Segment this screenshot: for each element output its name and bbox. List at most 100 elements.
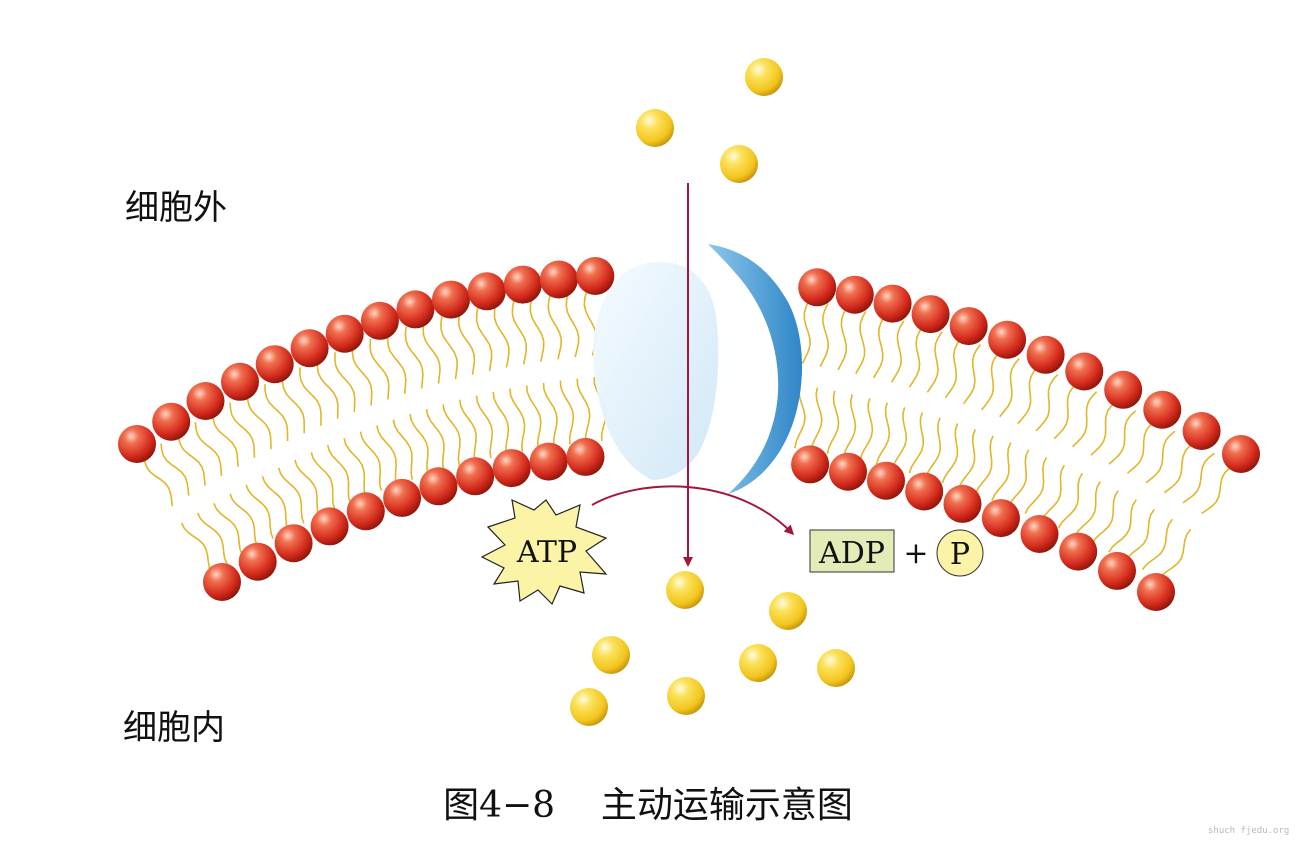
lipid-tail [1057,472,1084,529]
lipid-tail [229,402,256,458]
lipid-tail [1090,400,1117,456]
lipid-tail [475,395,494,459]
lipid-tail [1035,373,1059,432]
phospholipid-head [988,320,1027,359]
phospholipid-head [1137,573,1175,611]
transported-molecule [636,109,674,147]
lipid-tail [1108,499,1137,553]
lipid-tail [1108,410,1137,465]
phospholipid-head [203,563,241,601]
transported-molecule [570,688,608,726]
lipid-tail [143,454,174,507]
phospholipid-head [529,442,568,481]
lipid-tail [1007,449,1030,508]
phospholipid-head [467,272,506,311]
lipid-tail [409,414,429,475]
phospholipid-head [456,457,495,496]
phospholipid-head [539,260,578,299]
lipid-tail [261,476,290,532]
phospholipid-head [798,268,837,307]
lipid-tail [422,321,441,384]
phospholipid-head [829,452,867,491]
figure-number: 图4−8 [443,785,556,826]
lipid-tail [1091,490,1119,545]
phospholipid-head [1065,352,1104,391]
lipid-tail [837,306,848,371]
lipid-tail [211,412,239,467]
phospholipid-head [566,437,605,476]
lipid-tail [425,408,445,471]
phospholipid-head [1026,335,1065,374]
lipid-tail [872,315,886,379]
phospholipid-head [238,542,277,581]
lipid-tail [160,443,190,496]
lipid-tail [826,390,840,454]
lipid-tail [565,292,580,358]
lipid-tail [326,444,351,503]
adp-label: ADP [818,536,885,571]
lipid-tail [376,425,398,486]
lipid-tail [991,442,1012,501]
phospholipid-head [1104,370,1143,409]
lipid-tail [855,311,867,375]
phospholipid-head [503,265,542,304]
phospholipid-head [274,524,313,563]
phospholipid-head [949,307,988,346]
lipid-tail [475,307,493,372]
lipid-tail [859,398,874,461]
phospholipid-head [383,478,422,517]
phospholipid-head [360,301,399,340]
phospholipid-head [346,492,385,531]
lipid-tail [197,512,228,565]
phospholipid-head [873,284,912,323]
lipid-tail [925,417,942,479]
carrier-protein [593,244,803,494]
lipid-tail [509,388,526,452]
phospholipid-head [835,275,874,314]
lipid-tail [547,294,563,360]
lipid-tail [229,493,259,548]
phospholipid-head [1059,532,1098,571]
phospholipid-head [419,467,458,506]
phospholipid-heads [118,257,1260,611]
lipid-tail [819,303,829,367]
lipid-tail [316,359,339,419]
lipid-tail [1201,464,1235,515]
lipid-tail [529,297,545,362]
lipid-tail [542,382,558,447]
phospholipid-head [492,449,531,488]
lipid-tail [926,331,943,393]
lipid-tail [281,375,305,434]
transported-molecules [570,58,855,726]
lipid-tail [1053,382,1078,440]
phospholipid-head [1222,435,1260,473]
phospholipid-head [1182,412,1221,450]
adp-box [809,529,895,573]
lipid-tail [246,393,272,450]
lipid-tail [386,332,407,394]
phospholipid-head [325,314,364,353]
lipid-tail [1072,391,1098,448]
lipid-tail [359,431,383,491]
lipid-tail [392,419,414,480]
transported-molecule [769,592,807,630]
figure-title: 主动运输示意图 [600,785,853,826]
transported-molecule [666,571,704,609]
lipid-tail [334,352,356,412]
phospholipid-head [911,295,950,334]
lipid-tail [944,337,962,399]
lipid-tail [908,412,925,474]
lipid-tail [875,402,891,465]
lipid-tail [1164,441,1196,494]
transported-molecule [592,636,630,674]
transported-molecule [745,58,783,96]
phospholipid-head [576,257,615,295]
phospholipid-head [432,280,470,319]
phospholipid-head [118,425,156,463]
lipid-tail [958,429,977,489]
lipid-tail [245,484,274,539]
lipid-tail [180,522,213,574]
lipid-tail [843,394,857,458]
lipid-tail [492,391,510,455]
lipid-tail [1145,430,1176,484]
